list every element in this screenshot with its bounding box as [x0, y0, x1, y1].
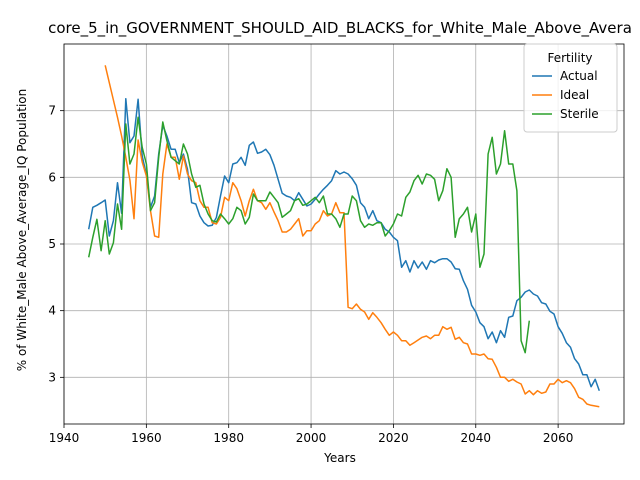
x-ticks: 1940 1960 1980 2000 2020 2040 2060 — [49, 424, 574, 445]
x-tick-label: 2020 — [378, 431, 409, 445]
series-line-sterile — [87, 116, 531, 354]
legend-label-ideal: Ideal — [560, 88, 589, 102]
y-tick-label: 4 — [48, 304, 56, 318]
y-tick-label: 7 — [48, 104, 56, 118]
x-tick-label: 2040 — [460, 431, 491, 445]
y-tick-label: 5 — [48, 237, 56, 251]
legend: Fertility Actual Ideal Sterile — [523, 43, 618, 133]
x-tick-label: 1980 — [213, 431, 244, 445]
axes — [63, 43, 625, 425]
legend-label-actual: Actual — [560, 69, 598, 83]
legend-items: Actual Ideal Sterile — [532, 69, 599, 121]
y-tick-label: 6 — [48, 170, 56, 184]
legend-title: Fertility — [547, 51, 592, 65]
chart-title: core_5_in_GOVERNMENT_SHOULD_AID_BLACKS_f… — [48, 19, 632, 38]
y-tick-label: 3 — [48, 370, 56, 384]
x-tick-label: 1940 — [49, 431, 80, 445]
x-tick-label: 2060 — [543, 431, 574, 445]
series-line-actual — [87, 97, 601, 391]
legend-box — [523, 43, 618, 133]
y-ticks: 3 4 5 6 7 — [48, 104, 64, 384]
y-axis-label: % of White_Male Above_Average_IQ Populat… — [15, 89, 29, 372]
plot-frame — [63, 43, 625, 425]
series-line-ideal — [104, 65, 600, 408]
x-axis-label: Years — [323, 451, 356, 465]
legend-label-sterile: Sterile — [560, 107, 599, 121]
x-tick-label: 1960 — [131, 431, 162, 445]
x-tick-label: 2000 — [296, 431, 327, 445]
series-layer — [87, 65, 601, 408]
